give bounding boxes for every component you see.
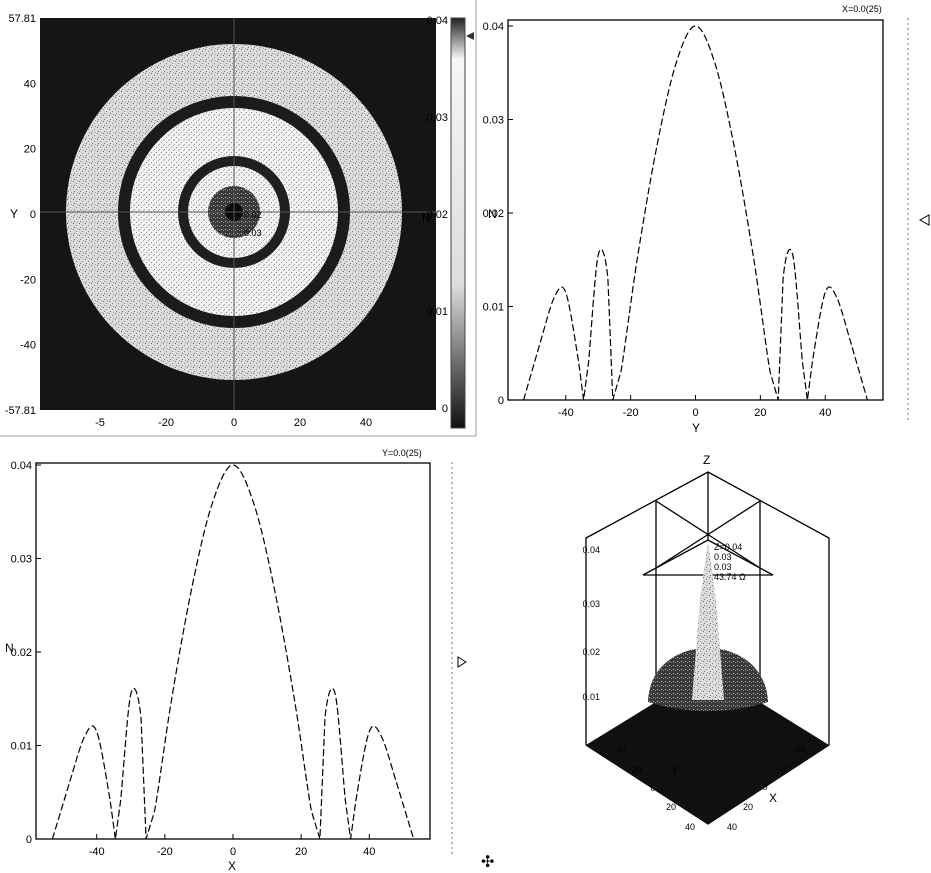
- x-tick-label: -20: [157, 846, 173, 858]
- y-tick-label: 0.01: [483, 302, 504, 314]
- x-tick-label: 40: [363, 846, 375, 858]
- profile-x-ylabel: N: [5, 641, 14, 655]
- heatmap-y-tick-label: 20: [24, 144, 36, 156]
- y-tick-label: 0.04: [483, 21, 504, 33]
- heatmap-y-tick-label: 0: [30, 209, 36, 221]
- heatmap-y-ticks: 57.81 40 20 0 -20 -40 -57.81: [5, 13, 36, 417]
- profile-y-corner-label: X=0.0(25): [842, 4, 882, 14]
- heatmap-x-ticks: -5 -20 0 20 40: [95, 417, 372, 429]
- move-cursor-icon[interactable]: ✣: [481, 852, 494, 871]
- center-label-a: 0.02: [244, 210, 262, 220]
- colorbar-ticks: 0.04 0.03 0.02 0.01 0: [427, 15, 448, 415]
- heatmap-x-tick-label: 40: [360, 417, 372, 429]
- surface-x-axis-label: X: [769, 791, 777, 805]
- heatmap-panel: 0.02 0.03 57.81 40 20 0 -20 -40 -57.81 -5 -20 0 2…: [0, 0, 477, 437]
- surface-x-tick-label: -40: [793, 744, 806, 754]
- surface-z-ticks: 0.04 0.03 0.02 0.01: [582, 545, 600, 702]
- y-tick-label: 0: [498, 395, 504, 407]
- surface-z-axis-label: Z: [703, 453, 710, 467]
- profile-x-xlabel: X: [228, 859, 236, 873]
- profile-x-curve: [51, 464, 415, 840]
- surface-y-tick-label: -40: [613, 744, 626, 754]
- colorbar-tick-label: 0.04: [427, 15, 448, 27]
- colorbar-tick-label: 0: [442, 403, 448, 415]
- y-tick-label: 0.03: [11, 554, 32, 566]
- profile-y-ylabel: N: [488, 207, 497, 221]
- surface-peak: [692, 540, 724, 700]
- colorbar-tick-label: 0.01: [427, 306, 448, 318]
- profile-y-marker-icon[interactable]: [918, 214, 930, 226]
- colorbar-tick-label: 0.02: [427, 209, 448, 221]
- surface-y-tick-label: -20: [628, 765, 641, 775]
- profile-y-y-ticks: 0.04 0.03 0.02 0.01 0: [483, 21, 513, 407]
- x-tick-label: 20: [754, 407, 766, 419]
- surface-readout-line: 0.03: [714, 562, 732, 572]
- colorbar-tick-label: 0.03: [427, 112, 448, 124]
- surface-x-ticks: -40-20 0 20 40: [727, 744, 807, 832]
- y-tick-label: 0: [26, 834, 32, 846]
- colorbar-slider-icon[interactable]: [466, 32, 474, 40]
- surface-z-tick-label: 0.01: [582, 692, 600, 702]
- heatmap-x-tick-label: -5: [95, 417, 105, 429]
- surface-readout-line: Z=0.04: [714, 542, 742, 552]
- heatmap-y-tick-label: -40: [20, 340, 36, 352]
- profile-y-x-ticks: -40 -20 0 20 40: [558, 395, 831, 419]
- surface-x-tick-label: -20: [777, 764, 790, 774]
- y-tick-label: 0.03: [483, 115, 504, 127]
- surface-x-tick-label: 40: [727, 822, 737, 832]
- profile-y-curve: [523, 25, 868, 401]
- surface-y-tick-label: 40: [685, 822, 695, 832]
- x-tick-label: 40: [819, 407, 831, 419]
- surface-y-tick-label: 0: [650, 783, 655, 793]
- colorbar[interactable]: [450, 17, 466, 429]
- x-tick-label: -20: [623, 407, 639, 419]
- x-tick-label: -40: [558, 407, 574, 419]
- surface-readout-line: 43.74 Ω: [714, 572, 746, 582]
- x-tick-label: -40: [89, 846, 105, 858]
- surface-x-tick-label: 0: [762, 782, 767, 792]
- surface-z-tick-label: 0.04: [582, 545, 600, 555]
- heatmap-x-tick-label: -20: [158, 417, 174, 429]
- profile-y-frame: [507, 19, 884, 401]
- heatmap-y-tick-label: 40: [24, 78, 36, 90]
- y-tick-label: 0.04: [11, 460, 32, 472]
- center-label-b: 0.03: [244, 228, 262, 238]
- surface-floor: [586, 670, 829, 824]
- y-tick-label: 0.02: [483, 208, 504, 220]
- profile-x-frame: [35, 462, 431, 840]
- surface-z-tick-label: 0.02: [582, 647, 600, 657]
- surface-y-tick-label: 20: [666, 802, 676, 812]
- x-tick-label: 0: [692, 407, 698, 419]
- y-tick-label: 0.02: [11, 647, 32, 659]
- surface-x-tick-label: 20: [743, 802, 753, 812]
- heatmap-y-tick-label: -20: [20, 274, 36, 286]
- heatmap-y-axis-label: Y: [10, 207, 18, 221]
- profile-y-panel: 0.04 0.03 0.02 0.01 0 -40 -20 0 20 40 Y N X=0.0(…: [483, 4, 930, 435]
- heatmap-y-tick-label: -57.81: [5, 405, 36, 417]
- profile-x-y-ticks: 0.04 0.03 0.02 0.01 0: [11, 460, 41, 846]
- profile-y-xlabel: Y: [692, 421, 700, 435]
- surface-z-tick-label: 0.03: [582, 599, 600, 609]
- surface-y-axis-label: Y: [671, 764, 679, 778]
- profile-x-panel: 0.04 0.03 0.02 0.01 0 -40 -20 0 20 40 X N Y=0.0(…: [5, 448, 494, 873]
- profile-x-marker-icon[interactable]: [457, 656, 467, 668]
- y-tick-label: 0.01: [11, 741, 32, 753]
- x-tick-label: 0: [230, 846, 236, 858]
- heatmap-x-tick-label: 20: [294, 417, 306, 429]
- surface-readout-line: 0.03: [714, 552, 732, 562]
- profile-x-x-ticks: -40 -20 0 20 40: [89, 834, 375, 858]
- heatmap-x-tick-label: 0: [231, 417, 237, 429]
- surface-y-ticks: -40 -20 0 20 40: [613, 744, 695, 832]
- heatmap-y-tick-label: 57.81: [8, 13, 36, 25]
- colorbar-label: N: [422, 211, 431, 225]
- profile-x-corner-label: Y=0.0(25): [382, 448, 422, 458]
- x-tick-label: 20: [295, 846, 307, 858]
